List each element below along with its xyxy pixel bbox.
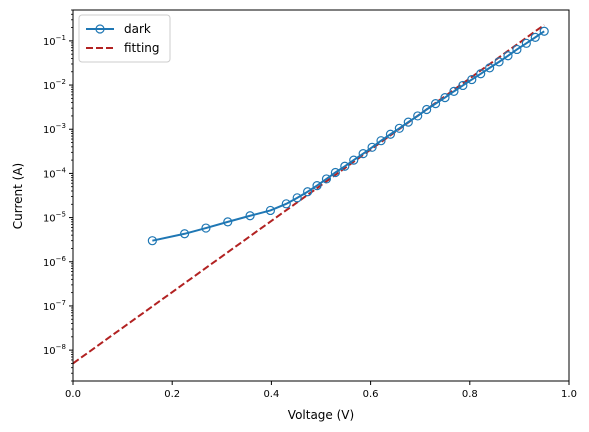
dark-point xyxy=(281,199,291,209)
dark-point xyxy=(385,129,396,139)
x-tick-label: 1.0 xyxy=(561,389,577,400)
plot-frame xyxy=(72,9,570,382)
dark-point xyxy=(265,205,276,216)
dark-point xyxy=(292,193,302,203)
y-tick-label: 10−8 xyxy=(43,343,66,357)
y-tick-label: 10−2 xyxy=(43,78,66,92)
legend-dark-marker xyxy=(95,24,105,34)
dark-point xyxy=(494,57,504,67)
legend: dark fitting xyxy=(78,14,171,63)
dark-point xyxy=(147,236,157,246)
x-tick-label: 0.6 xyxy=(363,389,379,400)
y-axis-label: Current (A) xyxy=(11,163,25,229)
dark-point xyxy=(530,32,540,42)
dark-point xyxy=(512,44,522,55)
y-tick-label: 10−1 xyxy=(43,34,66,48)
dark-point xyxy=(422,104,432,115)
dark-point xyxy=(440,92,450,103)
dark-point xyxy=(449,86,459,96)
dark-point xyxy=(312,180,322,191)
x-tick-label: 0.4 xyxy=(263,389,279,400)
y-tick-label: 10−5 xyxy=(43,211,66,225)
dark-point xyxy=(476,69,486,79)
y-tick-label: 10−6 xyxy=(43,255,67,269)
dark-point xyxy=(430,99,441,109)
dark-point xyxy=(358,149,368,159)
plot-series xyxy=(72,24,549,365)
x-tick-label: 0.8 xyxy=(462,389,478,400)
dark-point xyxy=(458,80,468,91)
fitting-line xyxy=(72,24,545,365)
dark-point xyxy=(180,229,190,239)
y-tick-label: 10−4 xyxy=(43,166,67,180)
dark-point xyxy=(349,155,359,165)
dark-point xyxy=(485,63,495,73)
dark-point xyxy=(403,117,413,127)
dark-point xyxy=(330,167,340,178)
dark-point xyxy=(367,142,377,152)
x-axis-ticks: 0.0 0.2 0.4 0.6 0.8 1.0 xyxy=(65,381,577,400)
x-tick-label: 0.0 xyxy=(65,389,81,400)
legend-dark-label: dark xyxy=(124,22,151,36)
x-axis-label: Voltage (V) xyxy=(288,408,354,422)
dark-point xyxy=(340,161,350,171)
dark-point xyxy=(539,26,549,36)
dark-point xyxy=(467,74,477,85)
dark-point xyxy=(413,111,423,121)
dark-point xyxy=(376,136,386,146)
y-tick-label: 10−3 xyxy=(43,122,66,136)
y-tick-label: 10−7 xyxy=(43,299,66,313)
dark-point xyxy=(321,174,332,184)
legend-box xyxy=(78,14,171,63)
dark-point xyxy=(503,51,513,61)
dark-point xyxy=(303,187,313,197)
dark-point xyxy=(223,217,233,227)
dark-point xyxy=(521,38,531,48)
dark-point xyxy=(245,211,255,221)
dark-point xyxy=(201,223,211,233)
x-tick-label: 0.2 xyxy=(164,389,180,400)
dark-point xyxy=(394,123,404,133)
legend-fitting-label: fitting xyxy=(124,41,160,55)
